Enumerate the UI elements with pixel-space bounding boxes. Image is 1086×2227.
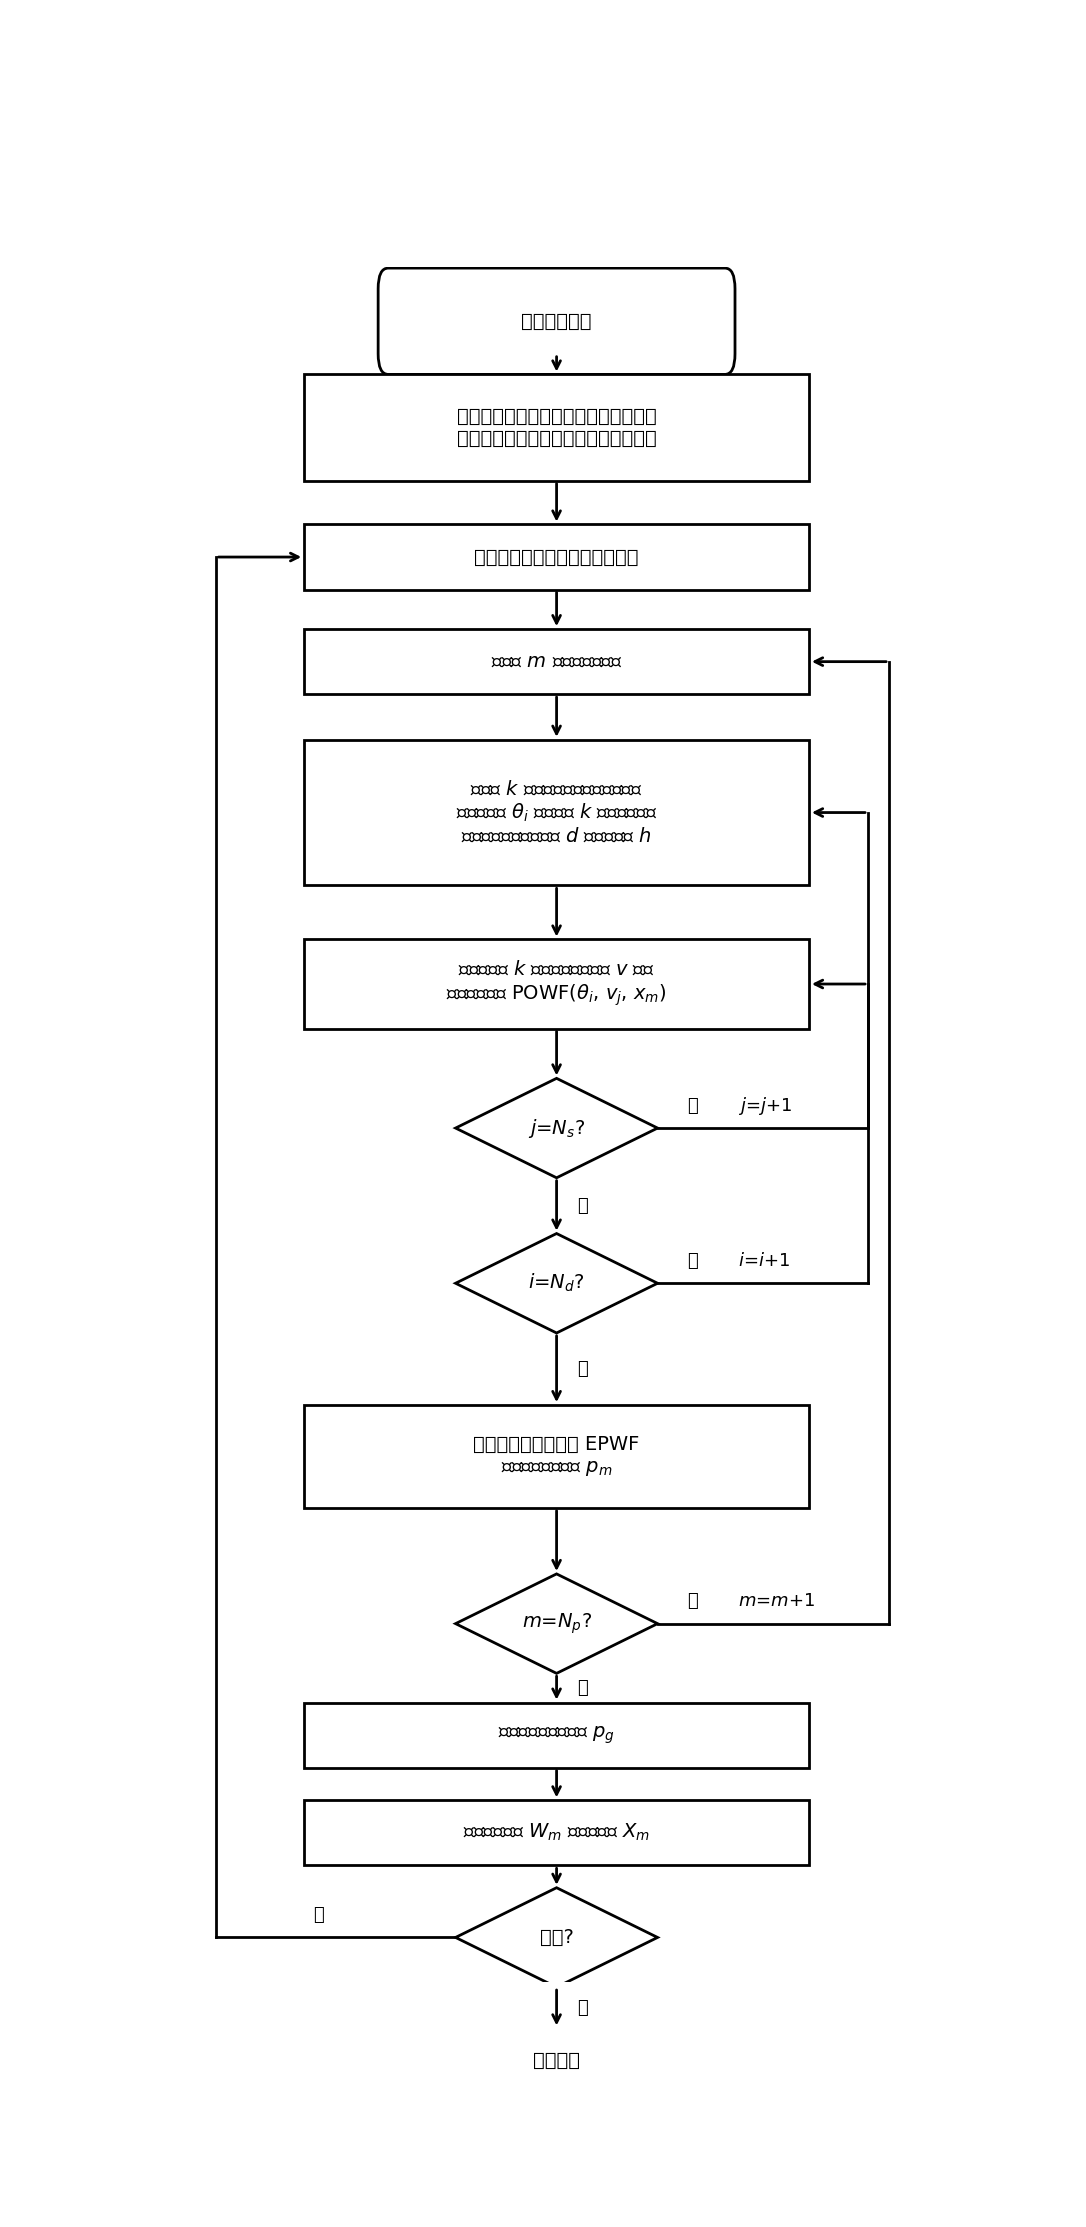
- Polygon shape: [456, 1574, 658, 1672]
- Bar: [304, 526, 809, 590]
- Bar: [304, 628, 809, 695]
- Text: 是: 是: [578, 1679, 589, 1697]
- Text: 是: 是: [578, 1196, 589, 1214]
- Text: 输入基本数据: 输入基本数据: [521, 312, 592, 332]
- Text: 收敛?: 收敛?: [540, 1929, 573, 1946]
- Text: 输出结果: 输出结果: [533, 2051, 580, 2071]
- FancyBboxPatch shape: [378, 2009, 735, 2113]
- Text: 计算风电场等效功率 EPWF
和局部最优化位置 $p_m$: 计算风电场等效功率 EPWF 和局部最优化位置 $p_m$: [473, 1434, 640, 1479]
- Text: 否: 否: [687, 1096, 698, 1116]
- FancyBboxPatch shape: [378, 267, 735, 374]
- Text: 更新速度向量 $W_m$ 和位置向量 $X_m$: 更新速度向量 $W_m$ 和位置向量 $X_m$: [463, 1822, 651, 1844]
- Text: 否: 否: [687, 1592, 698, 1610]
- Text: $m$=$m$+1: $m$=$m$+1: [737, 1592, 814, 1610]
- Polygon shape: [456, 1078, 658, 1178]
- Text: 计算吹向第 $k$ 台风电机组的风速 $v$ 和风
电场输出功率 POWF($\theta_i$, $v_j$, $x_m$): 计算吹向第 $k$ 台风电机组的风速 $v$ 和风 电场输出功率 POWF($\…: [446, 960, 667, 1009]
- Text: 确定第 $k$ 台风电机组的所有上游风电
机组，计算 $\theta_i$ 风向上第 $k$ 台风电机组与
上游机组间的水平距离 $d$ 和偏移距离 $h$: 确定第 $k$ 台风电机组的所有上游风电 机组，计算 $\theta_i$ 风向…: [456, 779, 657, 846]
- Bar: [304, 1405, 809, 1508]
- Text: 是: 是: [578, 1361, 589, 1379]
- Text: 计算全局最优化位置 $p_g$: 计算全局最优化位置 $p_g$: [498, 1724, 615, 1746]
- Polygon shape: [456, 1234, 658, 1334]
- Bar: [304, 1701, 809, 1768]
- Text: 否: 否: [314, 1906, 325, 1924]
- Text: $m$=$N_p$?: $m$=$N_p$?: [521, 1612, 592, 1637]
- Text: 是: 是: [578, 2000, 589, 2018]
- Text: 随机初始化所有粒子的位置向量: 随机初始化所有粒子的位置向量: [475, 548, 639, 566]
- Text: $j$=$j$+1: $j$=$j$+1: [737, 1096, 792, 1116]
- Text: 否: 否: [687, 1252, 698, 1269]
- Text: 计算第 $m$ 个粒子的适应値: 计算第 $m$ 个粒子的适应値: [491, 653, 622, 670]
- Text: 形成风速与风向联合分布律表，建立风
电机组坐标粒子群，参数设置与初始化: 形成风速与风向联合分布律表，建立风 电机组坐标粒子群，参数设置与初始化: [457, 408, 656, 448]
- Text: $i$=$i$+1: $i$=$i$+1: [737, 1252, 790, 1269]
- Text: $i$=$N_d$?: $i$=$N_d$?: [528, 1272, 585, 1294]
- Bar: [304, 1799, 809, 1866]
- Bar: [304, 940, 809, 1029]
- Bar: [304, 739, 809, 886]
- Text: $j$=$N_s$?: $j$=$N_s$?: [528, 1116, 585, 1140]
- Polygon shape: [456, 1888, 658, 1986]
- Bar: [304, 374, 809, 481]
